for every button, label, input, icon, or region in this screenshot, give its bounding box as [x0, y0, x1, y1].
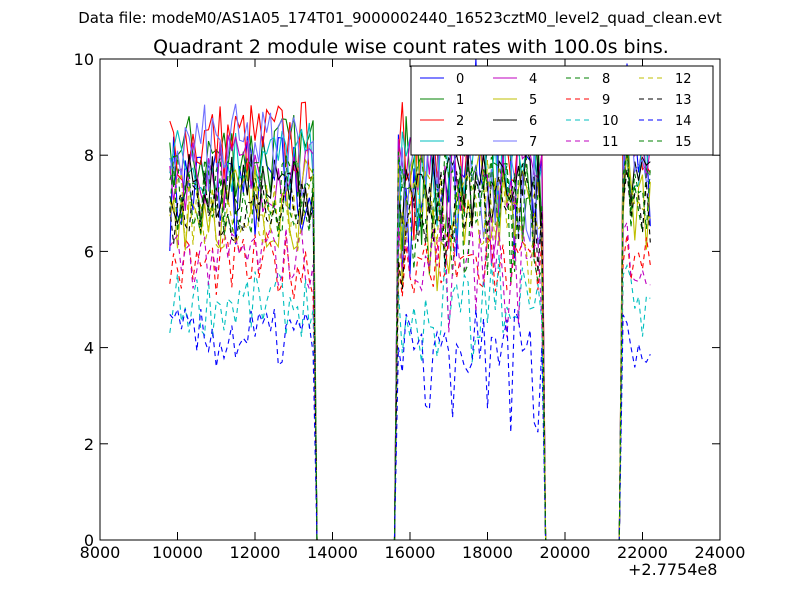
x-tick-label: 24000	[695, 543, 746, 562]
y-tick-label: 4	[84, 339, 94, 358]
legend-box	[410, 65, 714, 156]
series-line-13	[169, 163, 651, 541]
series-line-5	[169, 131, 651, 541]
legend-label-9: 9	[602, 93, 610, 108]
series-line-9	[169, 231, 651, 541]
legend-label-15: 15	[675, 135, 692, 150]
legend-label-10: 10	[602, 114, 619, 129]
x-axis-offset-label: +2.7754e8	[628, 560, 718, 579]
legend-label-11: 11	[602, 135, 619, 150]
series-line-15	[169, 150, 651, 541]
legend-label-4: 4	[529, 72, 537, 87]
series-line-8	[169, 147, 651, 541]
x-tick-label: 22000	[617, 543, 668, 562]
x-tick-label: 16000	[385, 543, 436, 562]
series-lines	[169, 58, 651, 541]
legend-label-14: 14	[675, 114, 692, 129]
legend-label-8: 8	[602, 72, 610, 87]
x-tick-label: 20000	[540, 543, 591, 562]
y-tick-label: 8	[84, 146, 94, 165]
x-tick-label: 12000	[230, 543, 281, 562]
y-tick-label: 6	[84, 242, 94, 261]
legend-label-13: 13	[675, 93, 692, 108]
x-tick-label: 14000	[307, 543, 358, 562]
series-line-14	[169, 307, 651, 541]
chart-title: Quadrant 2 module wise count rates with …	[153, 36, 669, 58]
legend-label-7: 7	[529, 135, 537, 150]
x-tick-label: 8000	[80, 543, 121, 562]
legend-label-2: 2	[456, 114, 464, 129]
series-line-2	[169, 87, 651, 541]
x-tick-label: 10000	[152, 543, 203, 562]
legend-label-12: 12	[675, 72, 692, 87]
legend-label-0: 0	[456, 72, 464, 87]
y-tick-label: 10	[74, 50, 94, 69]
figure-suptitle: Data file: modeM0/AS1A05_174T01_90000024…	[78, 9, 722, 27]
legend-label-5: 5	[529, 93, 537, 108]
legend-label-3: 3	[456, 135, 464, 150]
y-tick-label: 2	[84, 435, 94, 454]
series-line-11	[169, 215, 651, 541]
legend-label-1: 1	[456, 93, 464, 108]
y-tick-label: 0	[84, 531, 94, 550]
axis-ticks: 8000 10000 12000 14000 16000 18000 20000 22000 2…	[74, 50, 746, 562]
legend-label-6: 6	[529, 114, 537, 129]
series-line-6	[169, 143, 651, 541]
series-line-12	[169, 157, 651, 541]
x-tick-label: 18000	[462, 543, 513, 562]
series-line-1	[169, 97, 651, 541]
series-line-10	[169, 254, 651, 541]
